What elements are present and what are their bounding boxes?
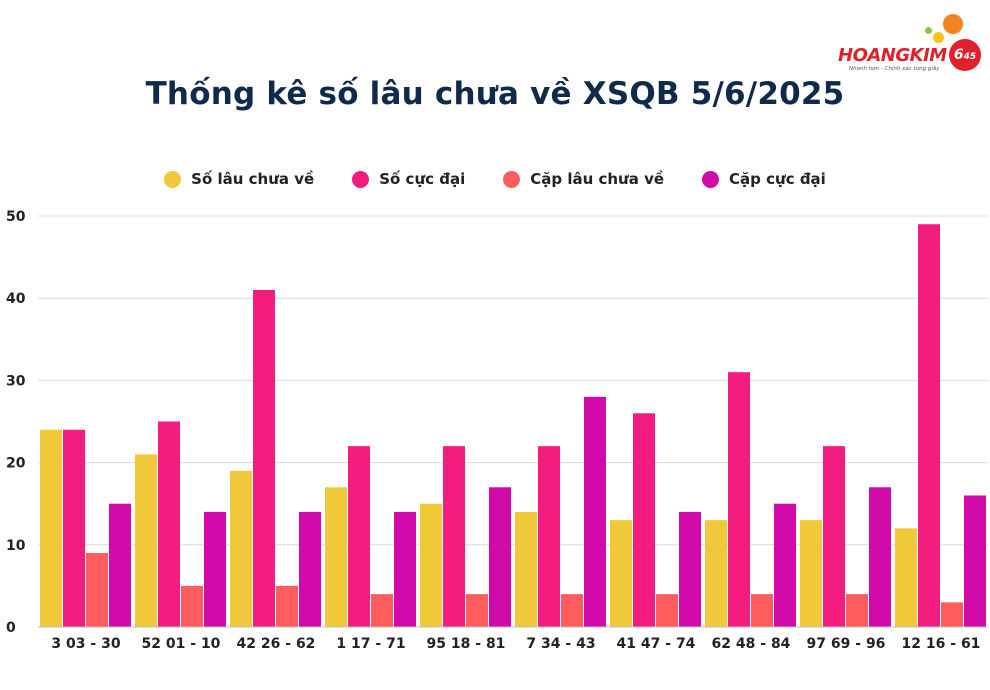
bar <box>158 421 180 627</box>
bar <box>728 372 750 627</box>
bar <box>869 487 891 627</box>
y-tick-label: 0 <box>6 620 16 636</box>
x-tick-label: 42 26 - 62 <box>237 636 316 652</box>
x-tick-label: 1 17 - 71 <box>336 636 405 652</box>
legend-item: Số lâu chưa về <box>164 170 314 188</box>
x-tick-label: 52 01 - 10 <box>142 636 221 652</box>
legend-item: Cặp cực đại <box>702 170 826 188</box>
bar <box>230 470 252 627</box>
bar <box>918 224 940 627</box>
bar <box>584 396 606 627</box>
bar <box>633 413 655 627</box>
logo-name: HOANGKIM <box>838 45 947 66</box>
logo-badge-number: 6 <box>953 47 964 63</box>
page-title: Thống kê số lâu chưa về XSQB 5/6/2025 <box>145 76 845 112</box>
bar <box>109 503 131 627</box>
bar <box>774 503 796 627</box>
legend-label: Cặp cực đại <box>729 170 826 188</box>
logo-dot-yellow <box>933 32 944 43</box>
logo-dot-orange <box>943 14 963 34</box>
bar <box>276 585 298 627</box>
bar <box>371 594 393 627</box>
bar <box>443 446 465 627</box>
x-tick-label: 95 18 - 81 <box>427 636 506 652</box>
bar <box>40 429 62 627</box>
legend-label: Số cực đại <box>379 170 466 188</box>
brand-logo: HOANGKIM 645 Nhanh hơn - Chính xác từng … <box>835 12 985 78</box>
y-tick-label: 30 <box>6 373 26 389</box>
x-tick-label: 97 69 - 96 <box>807 636 886 652</box>
bar <box>941 602 963 627</box>
y-tick-label: 10 <box>6 538 26 554</box>
x-tick-label: 7 34 - 43 <box>526 636 595 652</box>
bar <box>348 446 370 627</box>
bar <box>705 520 727 627</box>
bar <box>466 594 488 627</box>
logo-dot-green <box>925 27 932 34</box>
bar <box>135 454 157 627</box>
bar <box>420 503 442 627</box>
bar <box>800 520 822 627</box>
bar <box>394 511 416 627</box>
bar <box>63 429 85 627</box>
bar <box>610 520 632 627</box>
y-tick-label: 50 <box>6 209 26 225</box>
x-tick-label: 62 48 - 84 <box>712 636 791 652</box>
bar <box>181 585 203 627</box>
bar <box>253 289 275 627</box>
bar <box>561 594 583 627</box>
legend-swatch <box>352 170 370 188</box>
bar <box>204 511 226 627</box>
bar <box>751 594 773 627</box>
bar <box>823 446 845 627</box>
x-tick-label: 12 16 - 61 <box>902 636 981 652</box>
bar <box>325 487 347 627</box>
chart-legend: Số lâu chưa về Số cực đại Cặp lâu chưa về C… <box>0 170 990 188</box>
legend-swatch <box>702 170 720 188</box>
legend-item: Số cực đại <box>352 170 465 188</box>
x-tick-label: 41 47 - 74 <box>617 636 696 652</box>
bar <box>964 495 986 627</box>
bar <box>895 528 917 627</box>
bar <box>299 511 321 627</box>
legend-label: Cặp lâu chưa về <box>530 170 665 188</box>
bar <box>538 446 560 627</box>
bar <box>86 553 108 627</box>
y-tick-label: 20 <box>6 456 26 472</box>
y-tick-label: 40 <box>6 291 26 307</box>
logo-badge-suffix: 45 <box>963 52 977 62</box>
legend-item: Cặp lâu chưa về <box>503 170 664 188</box>
logo-badge: 645 <box>949 39 981 71</box>
logo-tagline: Nhanh hơn - Chính xác từng giây <box>849 66 940 72</box>
legend-swatch <box>164 170 182 188</box>
bar <box>489 487 511 627</box>
bar <box>515 511 537 627</box>
x-tick-label: 3 03 - 30 <box>51 636 120 652</box>
bar <box>679 511 701 627</box>
bar <box>846 594 868 627</box>
legend-label: Số lâu chưa về <box>191 170 315 188</box>
bar <box>656 594 678 627</box>
legend-swatch <box>503 170 521 188</box>
